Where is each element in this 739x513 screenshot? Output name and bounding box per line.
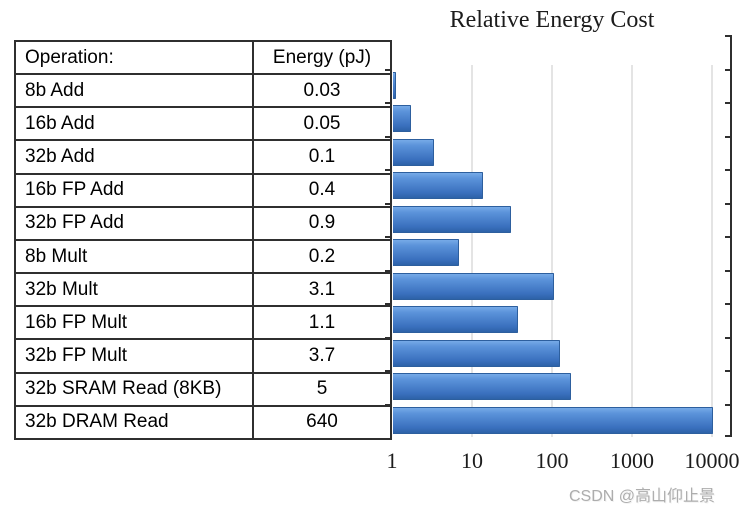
left-axis-tick [385, 337, 392, 339]
table-row: 32b DRAM Read 640 [14, 404, 392, 441]
left-axis-tick [385, 169, 392, 171]
energy-cell: 0.1 [252, 139, 392, 175]
bar-16b-add [393, 105, 412, 132]
right-axis-tick [725, 203, 732, 205]
left-axis-tick [385, 270, 392, 272]
right-axis-tick [725, 404, 732, 406]
energy-cell: 0.2 [252, 238, 392, 275]
bar-32b-fp-add [393, 206, 512, 233]
table-row: 8b Add 0.03 [14, 73, 392, 109]
energy-cell: 0.4 [252, 172, 392, 208]
table-row: 16b FP Add 0.4 [14, 172, 392, 208]
energy-cell: 1.1 [252, 305, 392, 341]
right-axis-tick [725, 270, 732, 272]
table-row: 32b Mult 3.1 [14, 272, 392, 308]
right-axis-tick [725, 303, 732, 305]
left-axis-tick [385, 370, 392, 372]
left-axis-tick [385, 303, 392, 305]
left-axis-tick [385, 102, 392, 104]
energy-cell: 3.1 [252, 272, 392, 308]
left-axis-tick [385, 404, 392, 406]
energy-cell: 5 [252, 371, 392, 407]
operation-cell: 8b Mult [14, 238, 254, 275]
gridline-10 [471, 65, 473, 437]
table-row: 8b Mult 0.2 [14, 238, 392, 275]
table-row: 32b Add 0.1 [14, 139, 392, 175]
table-row: 32b SRAM Read (8KB) 5 [14, 371, 392, 407]
x-tick-label-1000: 1000 [610, 448, 654, 473]
x-tick-label-1: 1 [386, 448, 398, 473]
left-axis-tick [385, 69, 392, 71]
bar-chart-plot-area [385, 35, 732, 437]
bar-8b-mult [393, 239, 460, 266]
operation-cell: 16b FP Add [14, 172, 254, 208]
operation-cell: 32b FP Add [14, 205, 254, 241]
operation-cell: 16b Add [14, 106, 254, 142]
energy-cell: Energy (pJ) [252, 39, 392, 76]
bar-16b-fp-add [393, 172, 483, 199]
energy-cell: 640 [252, 404, 392, 441]
chart-title: Relative Energy Cost [449, 7, 655, 33]
left-axis-tick [385, 136, 392, 138]
right-axis-tick [725, 35, 732, 37]
table-row: 32b FP Add 0.9 [14, 205, 392, 241]
bar-32b-dram-read [393, 407, 713, 434]
right-axis-tick [725, 435, 732, 437]
operation-cell: 8b Add [14, 73, 254, 109]
bar-16b-fp-mult [393, 306, 519, 333]
energy-cell: 0.9 [252, 205, 392, 241]
x-tick-label-10: 10 [461, 448, 483, 473]
operation-cell: 16b FP Mult [14, 305, 254, 341]
bar-32b-fp-mult [393, 340, 561, 367]
bar-32b-mult [393, 273, 555, 300]
bar-32b-add [393, 139, 435, 166]
right-axis-tick [725, 236, 732, 238]
table-row: 16b FP Mult 1.1 [14, 305, 392, 341]
operation-energy-table: Operation: Energy (pJ) 8b Add 0.03 16b Add 0.… [14, 39, 392, 441]
csdn-watermark: CSDN @高山仰止景 [568, 488, 715, 505]
left-axis-tick [385, 203, 392, 205]
energy-cell: 3.7 [252, 338, 392, 374]
x-tick-label-100: 100 [535, 448, 569, 473]
energy-cell: 0.05 [252, 106, 392, 142]
gridline-10000 [711, 65, 713, 437]
gridline-100 [551, 65, 553, 437]
operation-cell: Operation: [14, 39, 254, 76]
operation-cell: 32b Add [14, 139, 254, 175]
table-row: 32b FP Mult 3.7 [14, 338, 392, 374]
right-axis-tick [725, 337, 732, 339]
right-axis-tick [725, 69, 732, 71]
right-axis-tick [725, 370, 732, 372]
operation-cell: 32b DRAM Read [14, 404, 254, 441]
bar-8b-add [393, 72, 396, 99]
right-axis-tick [725, 102, 732, 104]
table-row: 16b Add 0.05 [14, 106, 392, 142]
right-axis-tick [725, 136, 732, 138]
bar-32b-sram-read-8kb- [393, 373, 571, 400]
energy-cell: 0.03 [252, 73, 392, 109]
operation-cell: 32b Mult [14, 272, 254, 308]
right-axis-tick [725, 169, 732, 171]
gridline-1000 [631, 65, 633, 437]
table-header-row: Operation: Energy (pJ) [14, 39, 392, 76]
operation-cell: 32b SRAM Read (8KB) [14, 371, 254, 407]
left-axis-tick [385, 236, 392, 238]
x-tick-label-10000: 10000 [684, 448, 739, 473]
operation-cell: 32b FP Mult [14, 338, 254, 374]
